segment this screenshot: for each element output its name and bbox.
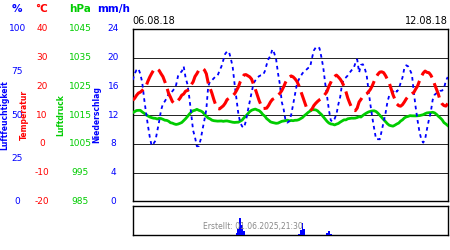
Text: 12.08.18: 12.08.18 — [405, 16, 448, 26]
Text: 995: 995 — [72, 168, 89, 177]
Bar — [243, 232, 245, 235]
Text: Temperatur: Temperatur — [20, 90, 29, 140]
Text: 4: 4 — [111, 168, 116, 177]
Text: %: % — [12, 4, 22, 14]
Bar — [328, 232, 330, 235]
Text: 985: 985 — [72, 197, 89, 206]
Text: Luftfeuchtigkeit: Luftfeuchtigkeit — [0, 80, 9, 150]
Text: 12: 12 — [108, 110, 119, 120]
Text: hPa: hPa — [69, 4, 91, 14]
Text: °C: °C — [36, 4, 48, 14]
Text: 1015: 1015 — [68, 110, 92, 120]
Text: 1045: 1045 — [69, 24, 91, 33]
Text: 50: 50 — [11, 110, 23, 120]
Text: 20: 20 — [108, 53, 119, 62]
Text: Erstellt: 01.06.2025,21:30: Erstellt: 01.06.2025,21:30 — [202, 222, 302, 231]
Text: -20: -20 — [35, 197, 49, 206]
Text: mm/h: mm/h — [97, 4, 130, 14]
Text: 06.08.18: 06.08.18 — [133, 16, 176, 26]
Bar — [303, 229, 306, 235]
Text: 16: 16 — [108, 82, 119, 91]
Text: 0: 0 — [39, 139, 45, 148]
Bar — [238, 229, 239, 235]
Text: 1025: 1025 — [69, 82, 91, 91]
Bar — [298, 234, 300, 235]
Text: 10: 10 — [36, 110, 48, 120]
Bar — [235, 232, 238, 235]
Bar — [326, 232, 328, 235]
Bar — [330, 234, 332, 235]
Text: 0: 0 — [14, 197, 20, 206]
Text: -10: -10 — [35, 168, 49, 177]
Bar — [241, 226, 243, 235]
Text: 75: 75 — [11, 68, 23, 76]
Text: 8: 8 — [111, 139, 116, 148]
Text: 1035: 1035 — [68, 53, 92, 62]
Bar — [302, 223, 303, 235]
Bar — [239, 218, 241, 235]
Text: Niederschlag: Niederschlag — [92, 86, 101, 144]
Text: 0: 0 — [111, 197, 116, 206]
Text: 24: 24 — [108, 24, 119, 33]
Text: 25: 25 — [11, 154, 23, 163]
Text: 20: 20 — [36, 82, 48, 91]
Bar — [300, 230, 302, 235]
Text: 40: 40 — [36, 24, 48, 33]
Text: 1005: 1005 — [68, 139, 92, 148]
Text: 100: 100 — [9, 24, 26, 33]
Text: Luftdruck: Luftdruck — [56, 94, 65, 136]
Text: 30: 30 — [36, 53, 48, 62]
